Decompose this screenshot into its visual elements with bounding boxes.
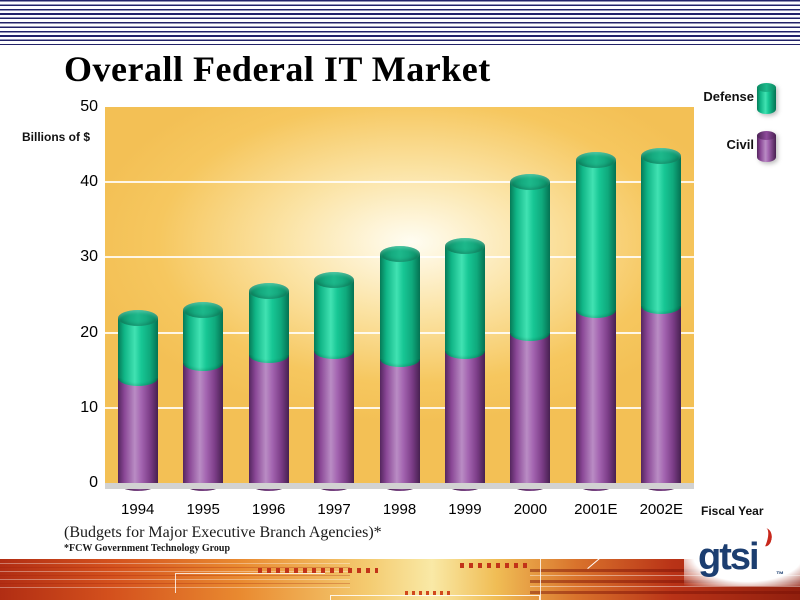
- bar-2001E-defense-segment: [575, 159, 616, 311]
- legend-defense-cylinder-icon: [757, 83, 776, 114]
- bar-1995-civil-segment: [183, 362, 224, 483]
- bar-2002E-defense-segment: [641, 155, 682, 307]
- bar-1994-defense-top-cap: [117, 309, 158, 326]
- bar-1998-defense-segment: [379, 253, 420, 359]
- x-tick-label-1999: 1999: [448, 501, 482, 518]
- x-tick-label-1996: 1996: [251, 501, 286, 518]
- band-dotted-trace: [460, 563, 532, 568]
- legend-defense-cylinder-cap: [757, 83, 776, 92]
- bar-1999-civil-segment: [444, 351, 485, 483]
- x-tick-label-1998: 1998: [382, 501, 417, 518]
- y-tick-label-10: 10: [80, 398, 98, 416]
- y-tick-label-0: 0: [89, 474, 98, 491]
- bar-1995-defense-segment: [183, 310, 224, 363]
- x-tick-label-2000: 2000: [513, 501, 548, 518]
- bar-1997-defense-segment: [314, 279, 355, 352]
- bar-1996-defense-segment: [248, 291, 289, 356]
- x-tick-label-2002E: 2002E: [639, 501, 683, 518]
- legend-civil-cylinder-cap: [757, 131, 776, 140]
- source-note: *FCW Government Technology Group: [64, 543, 231, 554]
- bar-2001E-civil-segment: [575, 310, 616, 483]
- x-tick-label-1994: 1994: [121, 501, 155, 518]
- gtsi-logo-text: gtsi: [698, 536, 760, 578]
- page-title: Overall Federal IT Market: [64, 49, 491, 89]
- legend-defense-cylinder-body: [757, 87, 776, 114]
- gtsi-logo-trademark: ™: [776, 570, 784, 579]
- x-tick-label-1995: 1995: [186, 501, 220, 518]
- bar-1998-defense-top-cap: [379, 245, 420, 262]
- legend-civil-cylinder-body: [757, 135, 776, 162]
- x-tick-label-2001E: 2001E: [574, 501, 618, 518]
- bar-1994-defense-segment: [117, 317, 158, 378]
- y-tick-label-40: 40: [80, 173, 98, 191]
- band-dotted-trace: [405, 591, 453, 595]
- footnote: (Budgets for Major Executive Branch Agen…: [64, 524, 382, 541]
- y-axis-title: Billions of $: [21, 130, 90, 144]
- y-tick-label-50: 50: [80, 98, 98, 115]
- gridline-40: [105, 181, 694, 184]
- bar-1999-defense-segment: [444, 246, 485, 352]
- pinstripe-header-band: [0, 0, 800, 45]
- bar-1996-defense-top-cap: [248, 283, 289, 300]
- band-dotted-trace: [258, 568, 378, 573]
- legend-civil-cylinder-icon: [757, 131, 776, 162]
- gtsi-logo: gtsi ™: [684, 526, 800, 586]
- plot-floor-shadow: [105, 483, 694, 489]
- bar-1997-civil-segment: [314, 351, 355, 483]
- bar-1996-civil-segment: [248, 355, 289, 483]
- bar-2000-civil-segment: [510, 332, 551, 483]
- gtsi-logo-swoosh-icon: [756, 526, 774, 548]
- bar-2000-defense-segment: [510, 182, 551, 333]
- x-tick-label-1997: 1997: [317, 501, 351, 518]
- bar-2002E-civil-segment: [641, 306, 682, 483]
- x-axis-title: Fiscal Year: [701, 504, 764, 518]
- bar-1997-defense-top-cap: [314, 271, 355, 288]
- plot-area: [105, 107, 694, 491]
- bar-2001E-defense-top-cap: [575, 151, 616, 168]
- y-tick-label-20: 20: [80, 323, 98, 341]
- y-tick-label-30: 30: [80, 248, 98, 266]
- legend-label-civil: Civil: [726, 137, 754, 152]
- band-circuit-trace: [540, 559, 541, 600]
- band-slash-mark: [587, 554, 605, 569]
- legend-label-defense: Defense: [703, 89, 754, 104]
- bar-1998-civil-segment: [379, 358, 420, 483]
- bar-2002E-defense-top-cap: [641, 147, 682, 164]
- bar-2000-defense-top-cap: [510, 174, 551, 191]
- band-circuit-trace: [175, 573, 325, 593]
- bar-1999-defense-top-cap: [444, 238, 485, 255]
- bar-1995-defense-top-cap: [183, 302, 224, 319]
- band-circuit-trace: [330, 595, 540, 605]
- bar-1994-civil-segment: [117, 377, 158, 483]
- bottom-decorative-band: [0, 554, 800, 605]
